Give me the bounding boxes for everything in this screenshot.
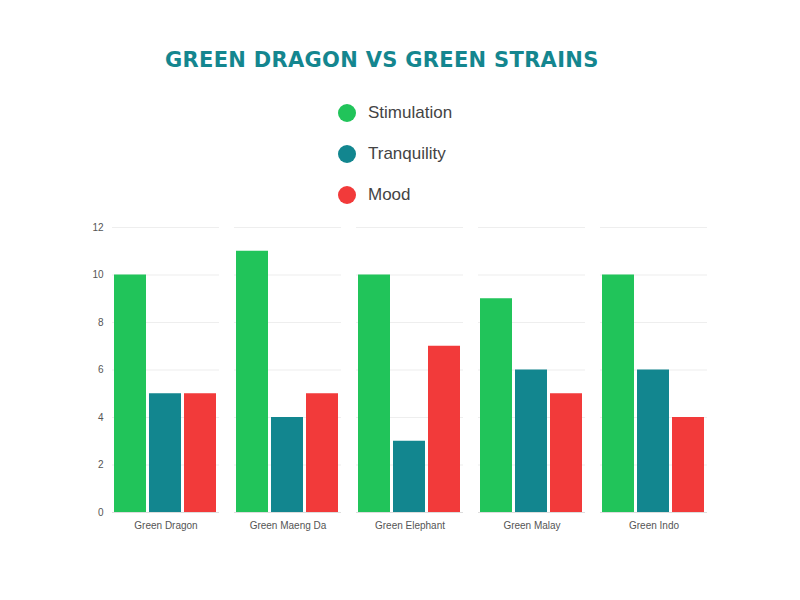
svg-text:Green Indo: Green Indo xyxy=(629,520,679,531)
svg-text:6: 6 xyxy=(98,364,104,375)
svg-text:Green Malay: Green Malay xyxy=(503,520,560,531)
svg-text:4: 4 xyxy=(98,412,104,423)
svg-text:Green Dragon: Green Dragon xyxy=(134,520,197,531)
svg-text:Green Elephant: Green Elephant xyxy=(375,520,445,531)
svg-text:0: 0 xyxy=(98,507,104,518)
svg-text:12: 12 xyxy=(92,222,104,233)
html-text:GREEN DRAGON VS GREEN STRAINS: GREEN DRAGON VS GREEN STRAINS xyxy=(165,48,599,72)
html-text:Tranquility: Tranquility xyxy=(368,143,446,163)
svg-text:8: 8 xyxy=(98,317,104,328)
svg-text:Green Maeng Da: Green Maeng Da xyxy=(250,520,327,531)
html-text:Mood: Mood xyxy=(368,184,411,204)
html-text:Stimulation: Stimulation xyxy=(368,102,453,122)
svg-text:10: 10 xyxy=(92,269,104,280)
svg-text:2: 2 xyxy=(98,459,104,470)
